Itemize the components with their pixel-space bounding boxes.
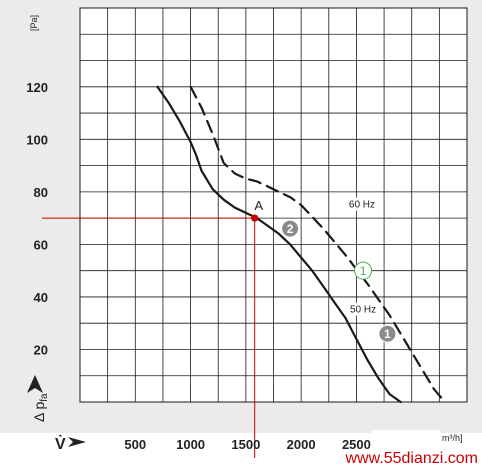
x-tick-label: 1000 — [176, 437, 205, 452]
x-axis-label: V̇ — [55, 435, 66, 453]
x-tick-label: 500 — [124, 437, 146, 452]
reference-lines — [42, 217, 256, 458]
operating-point-dot — [251, 214, 259, 222]
operating-point-label: A — [254, 198, 263, 213]
y-axis-label-main: Δ p — [31, 402, 47, 422]
y-tick-label: 40 — [34, 290, 48, 305]
x-axis-arrow-icon — [68, 437, 86, 447]
y-axis-label-sub: fa — [39, 393, 50, 402]
x-tick-label: 2000 — [287, 437, 316, 452]
annotation-group: A 60 Hz 50 Hz 2 1 1 — [251, 197, 397, 343]
curve-number-text: 1 — [360, 264, 367, 278]
y-tick-label: 20 — [34, 342, 48, 357]
plot-frame — [79, 7, 468, 403]
tick-labels: 20 40 60 80 100 120 500 1000 1500 2000 2500 — [26, 80, 371, 452]
y-tick-label: 100 — [26, 132, 48, 147]
series-group — [156, 85, 446, 404]
curve-number-text: 1 — [384, 327, 391, 341]
series-annotation: 60 Hz — [349, 200, 375, 211]
y-axis-label: Δ pfa — [31, 393, 50, 422]
y-unit-label: [Pa] — [29, 15, 39, 31]
curve-number-badge — [281, 219, 300, 238]
x-unit-label: m³/h] — [442, 433, 463, 443]
y-tick-label: 120 — [26, 80, 48, 95]
series-annotation: 50 Hz — [350, 305, 376, 316]
grid — [79, 7, 468, 403]
curve-number-badge — [354, 261, 373, 280]
y-axis-arrow-icon — [27, 375, 43, 393]
label-mask — [372, 430, 440, 446]
x-tick-label: 2500 — [342, 437, 371, 452]
y-tick-label: 80 — [34, 185, 48, 200]
curve-number-badge — [378, 324, 397, 343]
y-tick-label: 60 — [34, 237, 48, 252]
watermark-text: www.55dianzi.com — [345, 450, 479, 467]
series-line-1 — [156, 85, 402, 404]
curve-number-text: 2 — [287, 222, 294, 236]
annotation-mask — [344, 197, 379, 211]
x-tick-label: 1500 — [231, 437, 260, 452]
series-line-2 — [189, 85, 446, 404]
annotation-mask — [346, 302, 381, 316]
